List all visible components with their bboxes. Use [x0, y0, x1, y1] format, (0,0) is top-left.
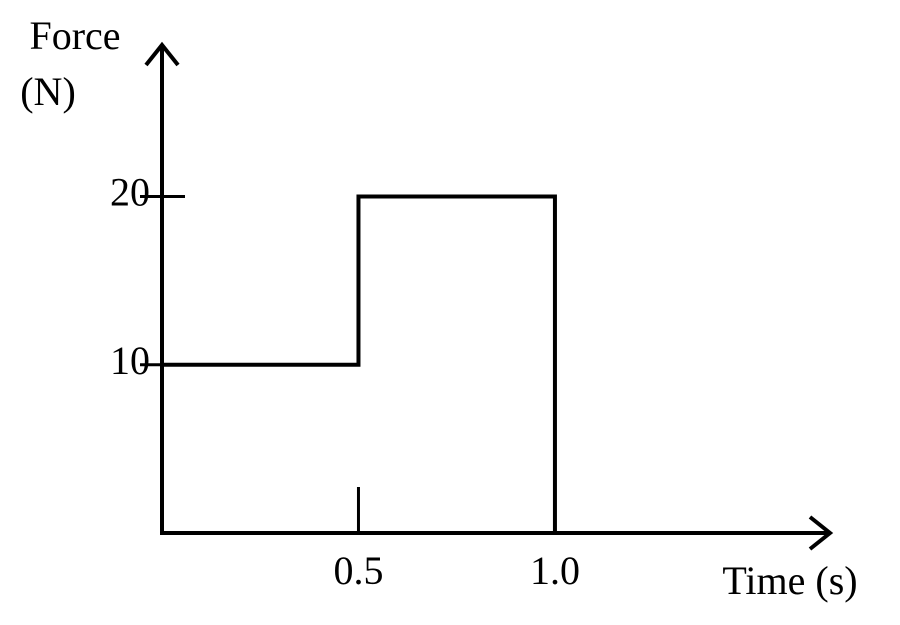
- y-tick-label: 20: [110, 170, 150, 215]
- axes: [160, 45, 830, 535]
- y-axis-label: Force: [29, 13, 120, 58]
- y-tick-label: 10: [110, 338, 150, 383]
- y-axis-label: (N): [20, 69, 76, 114]
- y-axis-arrow: [144, 41, 180, 67]
- x-axis-label: Time (s): [722, 558, 857, 603]
- step-line: [162, 194, 557, 533]
- x-tick-label: 0.5: [333, 548, 383, 593]
- x-axis-arrow: [808, 515, 834, 551]
- x-tick-label: 1.0: [530, 548, 580, 593]
